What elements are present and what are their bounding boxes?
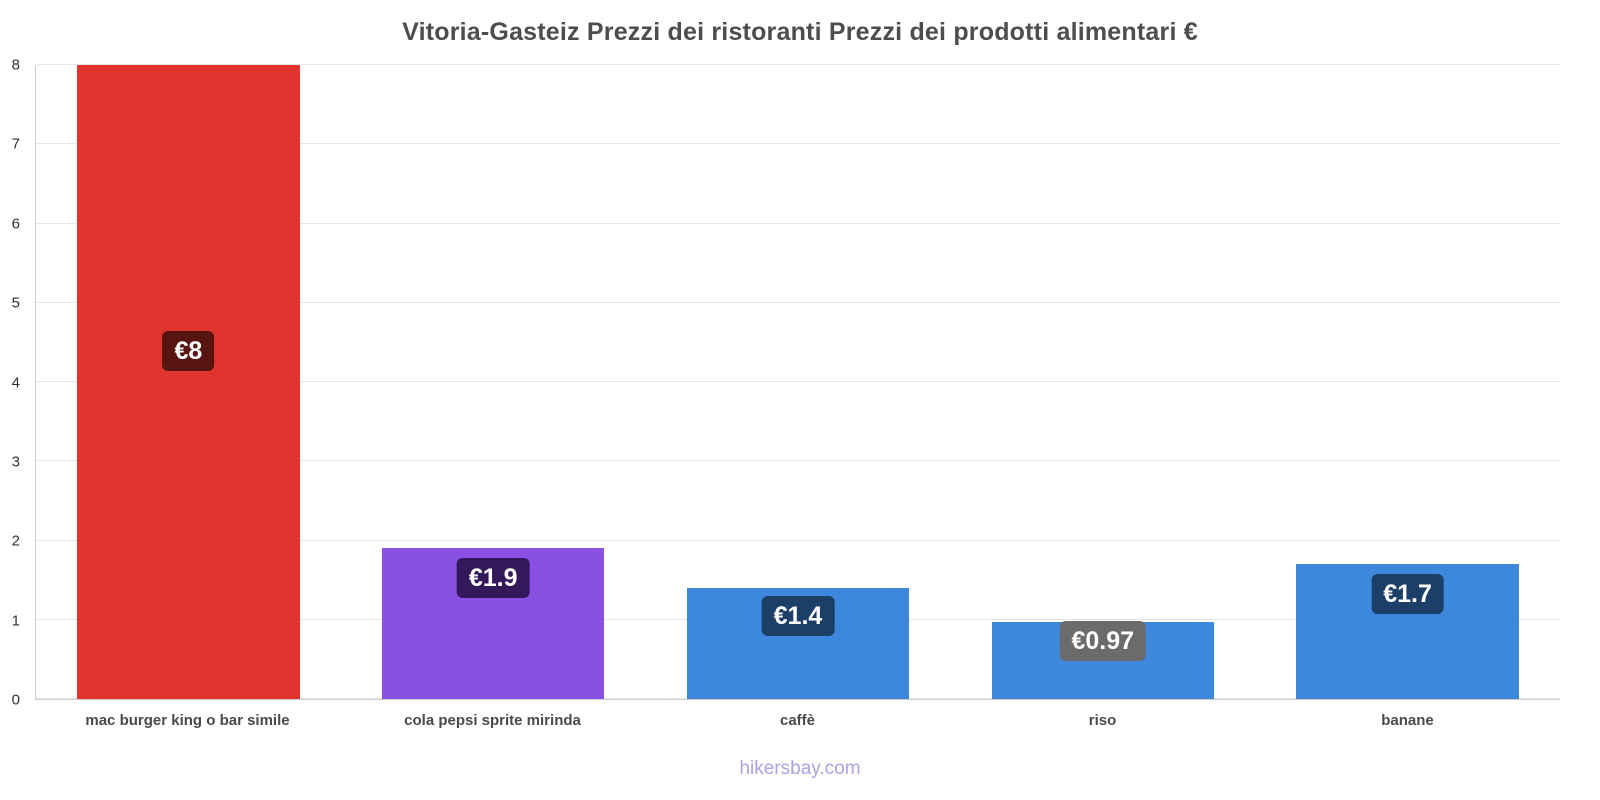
bars-row: €8 €1.9 €1.4 €0.97 €1.7 — [36, 65, 1560, 699]
y-tick-label: 4 — [11, 374, 20, 391]
bar-2[interactable]: €1.9 — [381, 548, 605, 699]
gridline — [36, 460, 1560, 462]
bar-value-label: €1.9 — [456, 558, 530, 599]
y-tick-label: 8 — [11, 56, 20, 74]
x-tick-label: caffè — [779, 712, 816, 729]
footer-link[interactable]: hikersbay.com — [739, 758, 861, 779]
x-axis: mac burger king o bar simile cola pepsi s… — [35, 712, 1560, 729]
y-tick-label: 2 — [11, 532, 20, 550]
gridline — [36, 64, 1560, 65]
bar-slot: €1.4 — [646, 65, 951, 699]
x-tick-label: mac burger king o bar simile — [85, 712, 290, 729]
y-axis: 0 1 2 3 4 5 6 7 8 — [0, 58, 28, 708]
bar-value-label: €8 — [162, 330, 215, 371]
bar-value-label: €0.97 — [1059, 621, 1147, 662]
chart-title: Vitoria-Gasteiz Prezzi dei ristoranti Pr… — [402, 18, 1198, 46]
bar-5[interactable]: €1.7 — [1296, 564, 1519, 699]
bar-3[interactable]: €1.4 — [686, 588, 910, 699]
gridline — [36, 301, 1560, 303]
plot-area: €8 €1.9 €1.4 €0.97 €1.7 — [35, 64, 1560, 700]
x-tick-label: riso — [1088, 712, 1117, 729]
y-tick-label: 3 — [11, 453, 20, 471]
y-tick-label: 6 — [11, 215, 20, 233]
bar-slot: €1.7 — [1255, 65, 1560, 699]
gridline — [36, 539, 1560, 541]
x-tick-label: banane — [1381, 712, 1434, 729]
bar-slot: €1.9 — [341, 65, 646, 699]
y-tick-label: 0 — [11, 691, 20, 709]
bar-slot: €0.97 — [950, 65, 1255, 699]
x-tick-label: cola pepsi sprite mirinda — [404, 712, 581, 729]
bar-value-label: €1.4 — [761, 595, 835, 636]
y-tick-label: 5 — [11, 294, 20, 312]
y-tick-label: 1 — [11, 612, 20, 630]
bar-value-label: €1.7 — [1371, 574, 1444, 615]
gridline — [36, 143, 1560, 145]
bar-4[interactable]: €0.97 — [991, 621, 1215, 699]
gridline — [36, 381, 1560, 382]
gridline — [36, 222, 1560, 224]
bar-slot: €8 — [36, 65, 341, 699]
bar-1[interactable]: €8 — [77, 65, 300, 699]
y-tick-label: 7 — [11, 135, 20, 153]
